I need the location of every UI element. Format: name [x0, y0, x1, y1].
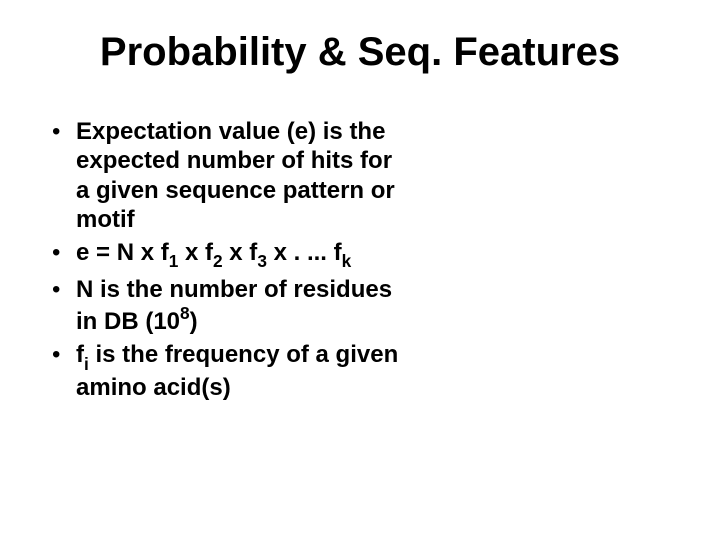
slide: Probability & Seq. Features Expectation …	[0, 0, 720, 540]
bullet-list: Expectation value (e) is the expected nu…	[48, 117, 410, 403]
bullet-item: e = N x f1 x f2 x f3 x . ... fk	[48, 238, 410, 271]
text-run: f	[76, 341, 84, 368]
epsilon-symbol: e	[76, 239, 89, 266]
bullet-item: fi is the frequency of a given amino aci…	[48, 340, 410, 402]
subscript: 2	[213, 251, 223, 271]
bullet-item: N is the number of residues in DB (108)	[48, 275, 410, 337]
epsilon-symbol: e	[295, 118, 308, 145]
text-run: x . ... f	[267, 239, 342, 266]
slide-title: Probability & Seq. Features	[48, 30, 672, 75]
text-run: Expectation value (	[76, 118, 295, 145]
subscript: 3	[257, 251, 267, 271]
bullet-item: Expectation value (e) is the expected nu…	[48, 117, 410, 234]
text-run: x f	[178, 239, 213, 266]
text-run: is the frequency of a given amino acid(s…	[76, 341, 398, 401]
text-run: x f	[223, 239, 258, 266]
text-run: = N x f	[89, 239, 168, 266]
subscript: i	[84, 354, 89, 374]
subscript: k	[342, 251, 352, 271]
text-run: N is the number of residues in DB (10	[76, 276, 392, 335]
text-run: )	[190, 308, 198, 335]
subscript: 1	[169, 251, 179, 271]
superscript: 8	[180, 303, 190, 323]
